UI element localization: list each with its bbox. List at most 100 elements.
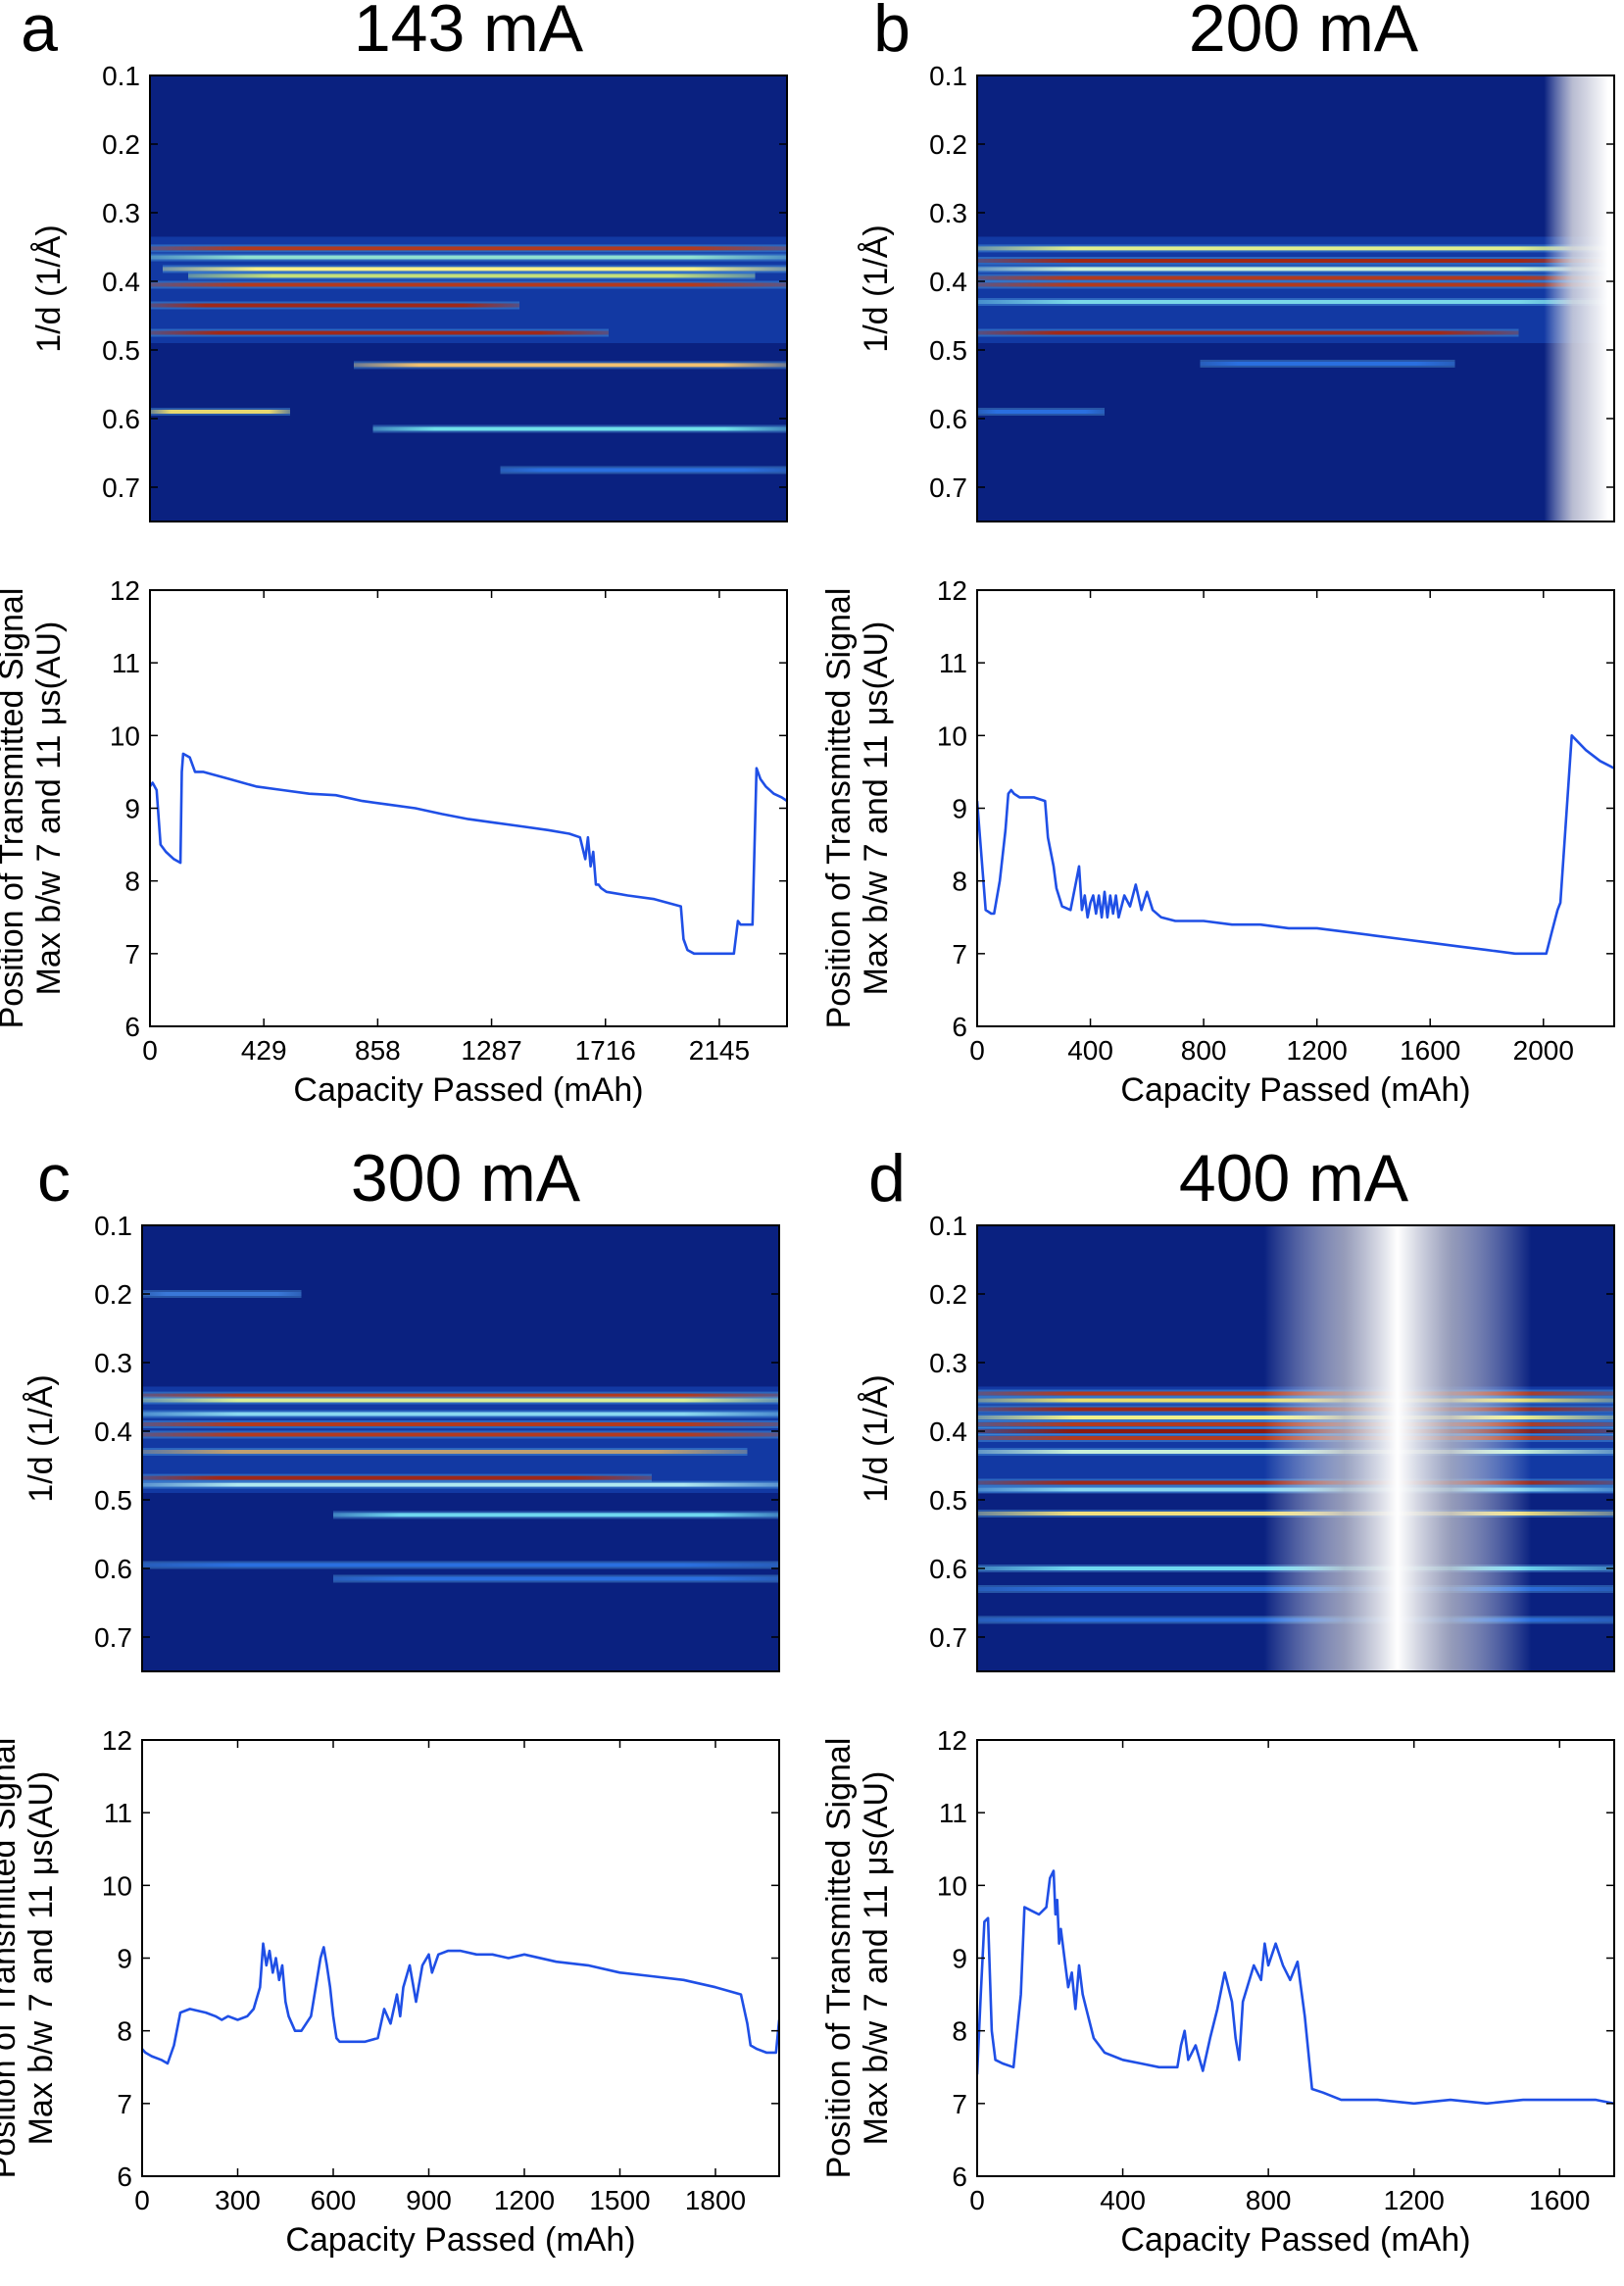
y-tick-label: 8 <box>124 867 140 897</box>
y-tick-label: 7 <box>117 2089 132 2119</box>
x-tick-label: 0 <box>142 1035 158 1066</box>
diffraction-band <box>142 1482 779 1487</box>
heatmap: 0.1 0.2 0.3 0.4 0.5 0.6 0.7 1/d (1/Å) <box>23 1211 780 1672</box>
plot-frame <box>976 1739 1615 2177</box>
y-tick-label: 0.2 <box>929 129 967 160</box>
x-tick-label: 0 <box>969 2185 985 2215</box>
x-tick-label: 1500 <box>589 2185 650 2215</box>
y-tick-label: 9 <box>117 1944 132 1974</box>
y-tick-label: 0.1 <box>929 61 967 91</box>
y-tick-label: 0.6 <box>102 404 140 434</box>
plot-frame <box>149 589 788 1027</box>
diffraction-band <box>150 282 787 287</box>
y-tick-label: 6 <box>124 1012 140 1042</box>
panel-title: 300 mA <box>351 1141 581 1216</box>
diffraction-band <box>977 267 1614 272</box>
y-tick-label: 0.3 <box>929 198 967 228</box>
y-tick-label: 0.5 <box>929 1485 967 1516</box>
y-tick-label: 0.7 <box>929 1622 967 1653</box>
diffraction-band <box>500 468 787 472</box>
line-chart: 0 400 800 1200 1600 2000 6 7 8 9 10 11 12 Capacity Pa… <box>820 575 1615 1109</box>
x-tick-label: 1800 <box>685 2185 746 2215</box>
y-tick-label: 6 <box>952 2162 967 2192</box>
heatmap-frame <box>149 75 788 522</box>
y-tick-label: 0.3 <box>929 1348 967 1378</box>
diffuse-glow <box>150 236 787 343</box>
heatmap: 0.1 0.2 0.3 0.4 0.5 0.6 0.7 1/d (1/Å) <box>858 1211 1615 1672</box>
diffraction-band <box>150 330 609 335</box>
y-tick-label: 9 <box>952 1944 967 1974</box>
y-tick-label: 8 <box>952 867 967 897</box>
y-tick-label: 0.5 <box>929 335 967 366</box>
y-tick-label: 6 <box>117 2162 132 2192</box>
diffraction-band <box>150 246 787 251</box>
y-tick-label: 11 <box>112 648 140 678</box>
diffraction-band <box>142 1475 652 1480</box>
y-tick-label: 0.4 <box>929 1416 967 1447</box>
line-chart: 0 400 800 1200 1600 6 7 8 9 10 11 12 Capacity Passed… <box>820 1725 1615 2259</box>
y-axis-label-line-2: Max b/w 7 and 11 μs(AU) <box>858 1771 895 2146</box>
y-tick-label: 11 <box>104 1798 132 1828</box>
x-tick-label: 1200 <box>494 2185 555 2215</box>
x-tick-label: 900 <box>406 2185 452 2215</box>
panel-b: b 200 mA 0.1 0.2 0.3 0.4 0.5 0.6 0.7 1/d (1/Å) 0 40… <box>820 0 1615 1109</box>
y-axis-label-line-1: Position of Transmitted Signal <box>0 1738 23 2179</box>
diffraction-band <box>977 259 1614 263</box>
y-tick-label: 12 <box>110 575 140 606</box>
panel-c: c 300 mA 0.1 0.2 0.3 0.4 0.5 0.6 0.7 1/d (1/Å) 0 30… <box>0 1141 780 2259</box>
panel-letter: d <box>868 1141 906 1216</box>
panel-letter: b <box>873 0 910 66</box>
diffraction-band <box>188 273 756 278</box>
y-tick-label: 12 <box>937 575 967 606</box>
y-axis-label-line-2: Max b/w 7 and 11 μs(AU) <box>23 1771 60 2146</box>
y-tick-label: 0.2 <box>102 129 140 160</box>
x-tick-label: 400 <box>1100 2185 1146 2215</box>
y-tick-label: 0.3 <box>102 198 140 228</box>
y-tick-label: 0.4 <box>929 267 967 297</box>
y-tick-label: 0.4 <box>94 1416 132 1447</box>
diffraction-band <box>142 1412 779 1416</box>
y-axis-label-line-1: Position of Transmitted Signal <box>0 588 30 1029</box>
diffraction-band <box>977 410 1105 414</box>
data-gap <box>1607 75 1614 522</box>
diffraction-band <box>977 300 1614 304</box>
y-tick-label: 0.1 <box>94 1211 132 1241</box>
y-axis-label-line-1: Position of Transmitted Signal <box>820 1738 858 2179</box>
panel-title: 143 mA <box>354 0 584 66</box>
diffuse-glow <box>142 1386 779 1493</box>
diffraction-band <box>150 303 519 308</box>
y-tick-label: 0.2 <box>929 1279 967 1310</box>
diffuse-glow <box>977 236 1614 343</box>
diffraction-band <box>142 1393 779 1398</box>
panel-a: a 143 mA 0.1 0.2 0.3 0.4 0.5 0.6 0.7 1/d (1/Å) 0 42… <box>0 0 788 1109</box>
series-line <box>977 734 1614 956</box>
data-gap-gradient <box>1544 75 1608 522</box>
plot-frame <box>141 1739 780 2177</box>
y-axis-label: 1/d (1/Å) <box>858 224 895 352</box>
x-tick-label: 0 <box>134 2185 150 2215</box>
y-tick-label: 12 <box>937 1725 967 1756</box>
y-tick-label: 0.5 <box>102 335 140 366</box>
x-tick-label: 0 <box>969 1035 985 1066</box>
diffraction-band <box>977 282 1614 287</box>
series-line <box>150 752 787 956</box>
diffraction-band <box>142 1450 748 1454</box>
x-tick-label: 429 <box>241 1035 287 1066</box>
y-tick-label: 9 <box>124 794 140 824</box>
x-axis-label: Capacity Passed (mAh) <box>1120 2221 1470 2259</box>
diffraction-band <box>333 1576 779 1581</box>
y-tick-label: 0.7 <box>929 472 967 503</box>
panel-title: 400 mA <box>1179 1141 1409 1216</box>
y-tick-label: 7 <box>124 939 140 969</box>
x-tick-label: 600 <box>311 2185 357 2215</box>
y-axis-label-line-2: Max b/w 7 and 11 μs(AU) <box>858 621 895 996</box>
y-tick-label: 0.3 <box>94 1348 132 1378</box>
heatmap-frame <box>976 75 1615 522</box>
panel-d: d 400 mA 0.1 0.2 0.3 0.4 0.5 0.6 0.7 1/d (1/Å) 0 40… <box>820 1141 1615 2259</box>
y-tick-label: 0.1 <box>102 61 140 91</box>
diffraction-band <box>142 1292 302 1296</box>
diffraction-band <box>150 255 787 260</box>
diffraction-band <box>142 1422 779 1426</box>
x-tick-label: 1287 <box>461 1035 521 1066</box>
